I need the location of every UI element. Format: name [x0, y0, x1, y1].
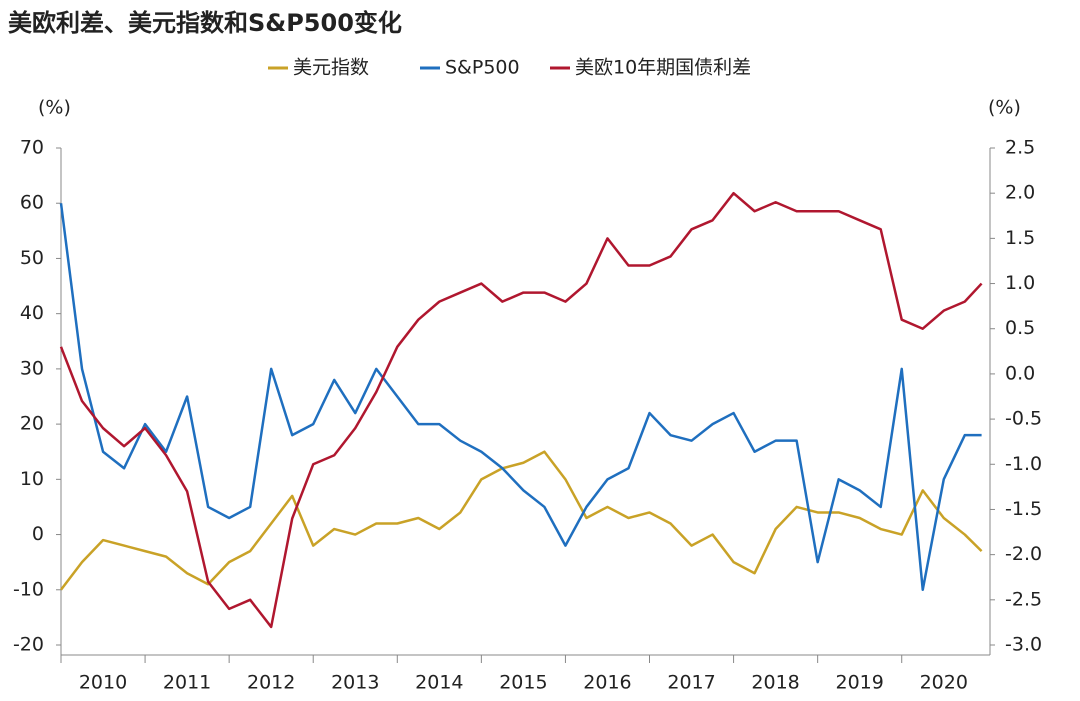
series-line	[60, 450, 983, 591]
y2-tick-label: 2.0	[1005, 182, 1035, 204]
chart-title: 美欧利差、美元指数和S&P500变化	[8, 9, 402, 37]
y-tick-label: 60	[20, 192, 44, 214]
x-tick-label: 2010	[79, 672, 127, 694]
y-tick-label: 20	[20, 413, 44, 435]
y-tick-label: 30	[20, 357, 44, 379]
y-tick-label: -10	[13, 578, 44, 600]
y-tick-label: -20	[13, 634, 44, 656]
series-line	[59, 191, 983, 629]
y2-axis-unit: (%)	[988, 97, 1021, 119]
y2-tick-label: -1.5	[1005, 498, 1042, 520]
y2-tick-label: 1.0	[1005, 272, 1035, 294]
y-tick-label: 50	[20, 247, 44, 269]
x-tick-label: 2016	[583, 672, 631, 694]
legend-label: S&P500	[445, 57, 520, 79]
x-tick-label: 2020	[920, 672, 968, 694]
y-axis-unit: (%)	[38, 97, 71, 119]
y-tick-label: 0	[32, 523, 44, 545]
series-line	[59, 203, 982, 592]
y2-tick-label: -2.0	[1005, 543, 1042, 565]
y2-tick-label: -0.5	[1005, 408, 1042, 430]
y2-tick-label: 0.0	[1005, 362, 1035, 384]
y-tick-label: 10	[20, 468, 44, 490]
y2-tick-label: -2.5	[1005, 588, 1042, 610]
y-tick-label: 70	[20, 137, 44, 159]
x-tick-label: 2017	[667, 672, 715, 694]
x-tick-label: 2018	[751, 672, 799, 694]
y2-tick-label: -3.0	[1005, 634, 1042, 656]
x-tick-label: 2019	[836, 672, 884, 694]
x-tick-label: 2013	[331, 672, 379, 694]
legend-label: 美欧10年期国债利差	[575, 57, 751, 79]
y2-tick-label: 0.5	[1005, 317, 1035, 339]
y2-tick-label: -1.0	[1005, 453, 1042, 475]
y2-tick-label: 1.5	[1005, 227, 1035, 249]
y2-tick-label: 2.5	[1005, 137, 1035, 159]
y-tick-label: 40	[20, 302, 44, 324]
x-tick-label: 2012	[247, 672, 295, 694]
x-tick-label: 2015	[499, 672, 547, 694]
x-tick-label: 2014	[415, 672, 463, 694]
legend-label: 美元指数	[293, 57, 369, 79]
x-tick-label: 2011	[163, 672, 211, 694]
